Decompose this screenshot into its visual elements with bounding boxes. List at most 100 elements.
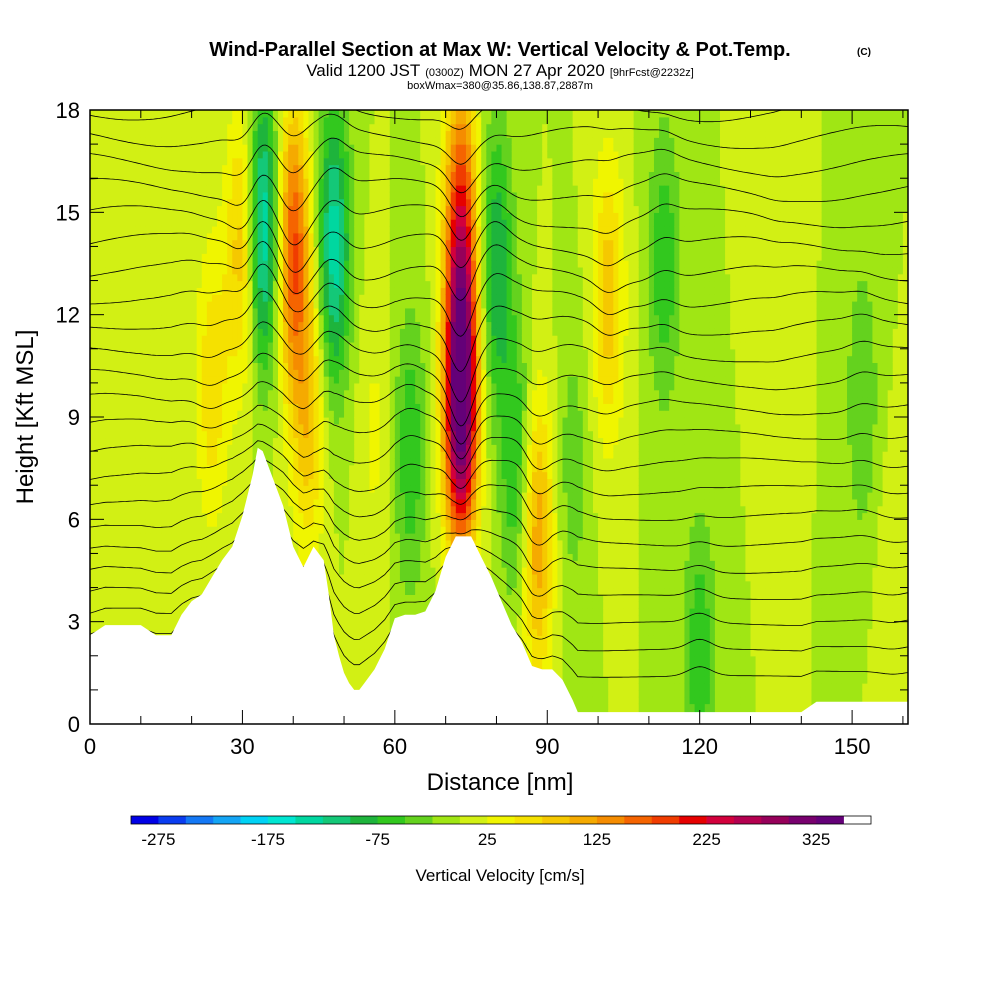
field-cell: [298, 335, 304, 343]
field-cell: [166, 266, 172, 275]
field-cell: [125, 444, 132, 452]
field-cell: [166, 382, 172, 391]
field-cell: [252, 157, 259, 166]
field-cell: [313, 123, 320, 132]
field-cell: [349, 273, 355, 282]
field-cell: [145, 116, 152, 125]
field-cell: [277, 485, 284, 493]
field-cell: [115, 341, 122, 350]
field-cell: [191, 430, 198, 439]
field-cell: [100, 212, 106, 220]
field-cell: [349, 410, 355, 418]
field-cell: [247, 457, 254, 466]
field-cell: [313, 280, 320, 288]
field-cell: [313, 150, 320, 159]
field-cell: [95, 437, 101, 445]
field-cell: [283, 232, 289, 241]
field-cell: [95, 144, 101, 152]
field-cell: [120, 171, 127, 179]
field-cell: [145, 389, 152, 398]
field-cell: [354, 144, 360, 152]
field-cell: [135, 519, 142, 527]
field-cell: [293, 205, 299, 213]
field-cell: [156, 219, 162, 227]
field-cell: [130, 157, 137, 166]
field-cell: [257, 225, 264, 234]
field-cell: [247, 396, 254, 404]
field-cell: [166, 464, 172, 473]
field-cell: [364, 655, 371, 664]
field-cell: [95, 110, 101, 118]
field-cell: [211, 171, 218, 179]
field-cell: [90, 232, 96, 241]
field-cell: [176, 451, 183, 459]
field-cell: [120, 471, 127, 479]
field-cell: [344, 457, 350, 466]
field-cell: [338, 464, 345, 473]
field-cell: [288, 437, 294, 445]
field-cell: [242, 157, 249, 166]
field-cell: [277, 341, 284, 350]
field-cell: [277, 321, 284, 329]
field-cell: [105, 205, 111, 213]
valid-time-line: Valid 1200 JST (0300Z) MON 27 Apr 2020 [9hr…: [306, 61, 694, 80]
field-cell: [217, 225, 223, 234]
field-cell: [196, 417, 203, 425]
field-cell: [201, 150, 208, 159]
field-cell: [288, 116, 294, 125]
field-cell: [288, 410, 294, 418]
field-cell: [166, 150, 172, 159]
field-cell: [140, 185, 147, 193]
field-cell: [110, 232, 116, 241]
field-cell: [161, 444, 167, 452]
field-cell: [140, 321, 147, 329]
field-cell: [110, 587, 116, 595]
field-cell: [166, 478, 172, 486]
field-cell: [293, 464, 299, 473]
field-cell: [247, 273, 254, 282]
field-cell: [354, 417, 360, 425]
field-cell: [171, 253, 177, 261]
field-cell: [338, 560, 345, 568]
field-cell: [95, 423, 101, 432]
field-cell: [247, 389, 254, 398]
field-cell: [206, 498, 213, 507]
field-cell: [364, 287, 371, 295]
field-cell: [359, 560, 365, 568]
field-cell: [95, 369, 101, 377]
field-cell: [359, 144, 365, 152]
field-cell: [176, 389, 183, 398]
field-cell: [115, 389, 122, 398]
field-cell: [171, 341, 177, 350]
field-cell: [288, 150, 294, 159]
field-cell: [100, 396, 106, 404]
field-cell: [105, 321, 111, 329]
field-cell: [206, 178, 213, 186]
field-cell: [344, 198, 350, 207]
field-cell: [140, 205, 147, 213]
field-cell: [298, 171, 304, 179]
field-cell: [217, 362, 223, 370]
field-cell: [206, 246, 213, 254]
field-cell: [338, 171, 345, 179]
field-cell: [354, 328, 360, 336]
field-cell: [90, 608, 96, 616]
field-cell: [232, 423, 238, 432]
field-cell: [150, 628, 157, 636]
field-cell: [211, 294, 218, 302]
field-cell: [364, 280, 371, 288]
field-cell: [283, 430, 289, 439]
field-cell: [95, 191, 101, 200]
field-cell: [344, 526, 350, 534]
field-cell: [303, 362, 310, 370]
field-cell: [150, 335, 157, 343]
field-cell: [313, 389, 320, 398]
field-cell: [364, 144, 371, 152]
field-cell: [349, 492, 355, 500]
field-cell: [349, 526, 355, 534]
field-cell: [252, 171, 259, 179]
field-cell: [150, 362, 157, 370]
field-cell: [277, 260, 284, 268]
field-cell: [242, 376, 249, 384]
field-cell: [222, 485, 228, 493]
